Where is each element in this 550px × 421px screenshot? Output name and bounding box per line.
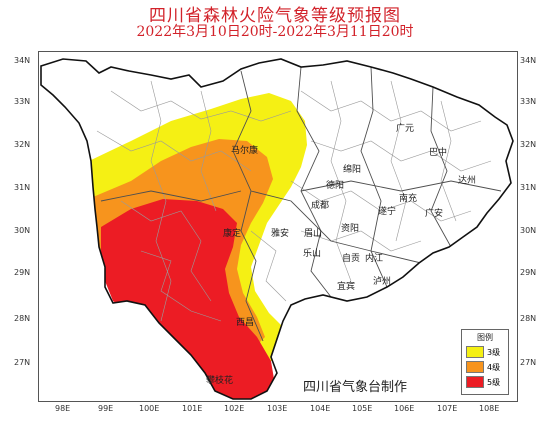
lat-label-32n-right: 32N — [520, 140, 537, 149]
lon-label-108e: 108E — [479, 404, 500, 413]
city-label-mianyang: 绵阳 — [343, 163, 361, 175]
city-label-dazhou: 达州 — [458, 174, 476, 186]
map-subtitle: 2022年3月10日20时-2022年3月11日20时 — [136, 24, 414, 40]
city-label-bazhong: 巴中 — [429, 146, 447, 158]
lat-label-31n-right: 31N — [520, 183, 537, 192]
credit-text: 四川省气象台制作 — [303, 380, 408, 395]
lat-label-28n-left: 28N — [14, 314, 31, 323]
lat-label-28n-right: 28N — [520, 314, 537, 323]
lon-label-99e: 99E — [98, 404, 114, 413]
lat-label-30n-right: 30N — [520, 226, 537, 235]
city-label-panzhihua: 攀枝花 — [206, 374, 233, 386]
legend-item-level4: 4级 — [466, 361, 508, 373]
lon-label-101e: 101E — [182, 404, 203, 413]
city-label-guangyuan: 广元 — [396, 122, 414, 134]
county-boundaries — [96, 80, 492, 322]
lat-label-34n-right: 34N — [520, 56, 537, 65]
lat-label-34n-left: 34N — [14, 56, 31, 65]
legend-swatch-level4 — [466, 361, 484, 373]
legend-swatch-level3 — [466, 346, 484, 358]
city-label-zigong: 自贡 — [342, 252, 360, 264]
city-label-leshan: 乐山 — [303, 247, 321, 259]
lat-label-29n-left: 29N — [14, 268, 31, 277]
lon-label-100e: 100E — [139, 404, 160, 413]
city-label-maerkang: 马尔康 — [231, 144, 258, 156]
risk-zone-level5 — [101, 199, 275, 399]
city-label-nanchong: 南充 — [399, 192, 417, 204]
province-outline — [40, 58, 514, 400]
legend-item-level3: 3级 — [466, 346, 508, 358]
lat-label-31n-left: 31N — [14, 183, 31, 192]
legend-label-level4: 4级 — [487, 362, 501, 372]
city-label-meishan: 眉山 — [304, 228, 322, 239]
city-label-deyang: 德阳 — [326, 179, 344, 191]
lat-label-33n-left: 33N — [14, 97, 31, 106]
lon-label-105e: 105E — [352, 404, 373, 413]
city-label-neijiang: 内江 — [365, 252, 383, 264]
city-label-yaan: 雅安 — [271, 227, 289, 239]
lon-label-107e: 107E — [437, 404, 458, 413]
lat-label-33n-right: 33N — [520, 97, 537, 106]
lat-label-32n-left: 32N — [14, 140, 31, 149]
lat-label-27n-left: 27N — [14, 358, 31, 367]
city-label-yibin: 宜宾 — [337, 280, 355, 292]
legend-label-level5: 5级 — [487, 377, 501, 387]
lon-label-103e: 103E — [267, 404, 288, 413]
lat-label-30n-left: 30N — [14, 226, 31, 235]
legend: 图例 3级 4级 5级 — [461, 329, 509, 395]
lat-label-27n-right: 27N — [520, 358, 537, 367]
legend-label-level3: 3级 — [487, 347, 501, 357]
lon-label-106e: 106E — [394, 404, 415, 413]
lon-label-104e: 104E — [310, 404, 331, 413]
city-label-ziyang: 资阳 — [341, 223, 359, 234]
city-label-guangan: 广安 — [425, 207, 443, 219]
lon-label-102e: 102E — [224, 404, 245, 413]
city-label-xichang: 西昌 — [236, 317, 254, 328]
legend-item-level5: 5级 — [466, 376, 508, 388]
legend-swatch-level5 — [466, 376, 484, 388]
city-label-kangding: 康定 — [223, 227, 241, 239]
map-frame: 马尔康 绵阳 德阳 成都 雅安 眉山 资阳 内江 自贡 泸州 乐山 宜宾 康定 … — [38, 51, 518, 402]
prefecture-boundaries — [100, 66, 502, 342]
province-map: 马尔康 绵阳 德阳 成都 雅安 眉山 资阳 内江 自贡 泸州 乐山 宜宾 康定 … — [40, 58, 514, 400]
city-label-suining: 遂宁 — [378, 205, 396, 217]
lon-label-98e: 98E — [55, 404, 71, 413]
city-label-chengdu: 成都 — [311, 199, 329, 211]
legend-title: 图例 — [477, 333, 493, 342]
lat-label-29n-right: 29N — [520, 268, 537, 277]
map-title: 四川省森林火险气象等级预报图 — [149, 6, 401, 26]
city-label-luzhou: 泸州 — [373, 276, 391, 287]
